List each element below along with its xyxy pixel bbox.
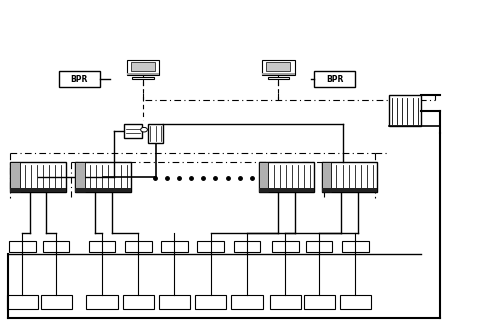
Bar — [127, 60, 159, 75]
Bar — [124, 124, 142, 138]
Bar — [76, 162, 131, 192]
Bar — [125, 241, 151, 252]
Bar — [231, 295, 262, 309]
Text: BPR: BPR — [71, 74, 88, 84]
Bar — [262, 73, 294, 75]
Bar — [234, 241, 260, 252]
Circle shape — [141, 127, 148, 132]
Bar — [272, 241, 299, 252]
Bar — [306, 241, 333, 252]
Text: BPR: BPR — [326, 74, 344, 84]
Bar — [76, 162, 85, 192]
Bar — [41, 295, 72, 309]
Bar — [259, 162, 315, 192]
Bar — [86, 295, 118, 309]
Bar — [161, 241, 188, 252]
Bar — [259, 162, 268, 192]
Bar — [127, 73, 159, 75]
Bar — [43, 241, 70, 252]
Bar — [10, 188, 66, 192]
Bar — [340, 295, 371, 309]
Bar — [133, 77, 154, 79]
Bar — [9, 241, 36, 252]
Bar — [10, 162, 20, 192]
Bar — [7, 295, 38, 309]
Bar — [195, 295, 227, 309]
Bar — [89, 241, 115, 252]
Bar — [131, 62, 155, 72]
Bar — [197, 241, 224, 252]
Bar — [303, 295, 335, 309]
Bar — [59, 71, 100, 87]
Bar — [122, 295, 154, 309]
Bar — [342, 241, 369, 252]
Bar — [389, 95, 421, 126]
Bar — [159, 295, 190, 309]
Bar — [322, 188, 377, 192]
Bar — [10, 162, 66, 192]
Bar — [268, 77, 289, 79]
Bar — [322, 162, 377, 192]
Bar — [270, 295, 301, 309]
Bar — [267, 62, 290, 72]
Bar — [315, 71, 355, 87]
Bar — [259, 188, 315, 192]
Bar — [262, 60, 294, 75]
Bar — [322, 162, 331, 192]
Bar — [76, 188, 131, 192]
Bar — [148, 124, 163, 143]
